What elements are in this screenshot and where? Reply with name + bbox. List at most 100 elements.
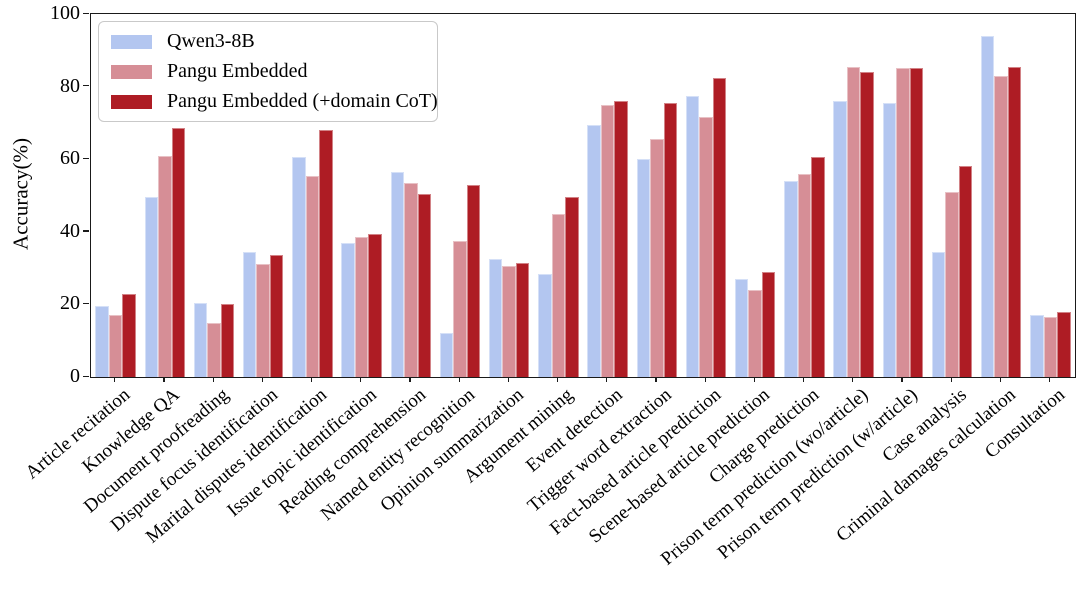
bar bbox=[453, 240, 467, 377]
x-axis-tick bbox=[852, 377, 854, 382]
bar bbox=[896, 68, 910, 377]
bar bbox=[256, 264, 270, 377]
x-axis-tick bbox=[753, 377, 755, 382]
legend-swatch bbox=[111, 64, 152, 79]
y-axis-tick bbox=[83, 375, 89, 377]
y-tick-label: 60 bbox=[60, 147, 80, 170]
bar bbox=[650, 139, 664, 377]
legend-label: Qwen3-8B bbox=[167, 30, 255, 52]
bar bbox=[269, 255, 284, 377]
bar bbox=[466, 184, 481, 377]
bar bbox=[95, 306, 109, 377]
bar bbox=[735, 279, 749, 377]
x-axis-tick bbox=[704, 377, 706, 382]
bar bbox=[354, 237, 369, 377]
x-axis-tick bbox=[556, 377, 559, 382]
y-axis-tick bbox=[83, 230, 89, 232]
bar bbox=[811, 157, 825, 377]
bar bbox=[587, 124, 601, 377]
legend-row: Pangu Embedded bbox=[111, 60, 425, 83]
legend-swatch bbox=[111, 34, 152, 49]
legend-row: Pangu Embedded (+domain CoT) bbox=[111, 90, 438, 113]
x-axis-tick bbox=[310, 377, 313, 382]
bar bbox=[797, 173, 812, 377]
bar bbox=[945, 191, 959, 377]
bar bbox=[614, 101, 628, 377]
bar bbox=[122, 293, 136, 377]
bar bbox=[685, 95, 700, 377]
legend: Qwen3-8B Pangu Embedded Pangu Embedded (+d… bbox=[98, 21, 438, 122]
bar bbox=[663, 102, 677, 377]
bar bbox=[882, 102, 897, 377]
bar bbox=[193, 302, 208, 377]
bar bbox=[958, 166, 973, 377]
bar bbox=[108, 315, 123, 377]
bar bbox=[784, 180, 798, 377]
bar bbox=[417, 193, 431, 377]
bar bbox=[144, 197, 159, 377]
bar bbox=[833, 101, 847, 377]
bar bbox=[909, 68, 923, 377]
bar bbox=[699, 117, 713, 377]
legend-label: Pangu Embedded (+domain CoT) bbox=[167, 90, 438, 112]
x-axis-tick bbox=[655, 377, 657, 382]
bar bbox=[489, 259, 503, 377]
y-tick-label: 0 bbox=[70, 365, 80, 387]
bar bbox=[515, 262, 530, 377]
bar bbox=[292, 157, 306, 377]
bar bbox=[1043, 317, 1058, 377]
bar bbox=[846, 66, 861, 377]
x-axis-tick bbox=[261, 377, 263, 382]
bar bbox=[207, 322, 221, 377]
y-tick-label: 80 bbox=[60, 74, 80, 97]
bar bbox=[981, 35, 995, 377]
bar bbox=[319, 130, 333, 377]
bar bbox=[538, 273, 552, 377]
bar bbox=[1007, 66, 1022, 377]
x-axis-tick bbox=[901, 377, 903, 382]
bar bbox=[439, 333, 454, 377]
y-axis-tick bbox=[83, 85, 89, 87]
y-tick-label: 20 bbox=[60, 292, 80, 315]
x-axis-tick bbox=[1048, 377, 1051, 382]
plot-area bbox=[90, 13, 1076, 378]
bar bbox=[502, 266, 516, 377]
bar bbox=[636, 159, 651, 377]
x-axis-tick bbox=[458, 377, 460, 382]
y-tick-label: 100 bbox=[50, 2, 80, 24]
x-axis-tick bbox=[507, 377, 509, 382]
bar bbox=[404, 182, 418, 377]
bar bbox=[931, 251, 946, 377]
x-axis-tick bbox=[360, 377, 362, 382]
bar bbox=[761, 271, 776, 377]
bar bbox=[171, 128, 185, 377]
y-axis-tick bbox=[83, 302, 89, 305]
x-axis-tick bbox=[163, 377, 165, 382]
bar bbox=[600, 104, 615, 377]
bar bbox=[220, 304, 235, 377]
bar bbox=[712, 77, 727, 377]
bar bbox=[341, 242, 355, 377]
bar bbox=[1030, 315, 1044, 377]
legend-label: Pangu Embedded bbox=[167, 60, 308, 82]
y-axis-tick bbox=[83, 157, 89, 159]
bar bbox=[390, 171, 405, 377]
x-axis-tick bbox=[606, 377, 608, 382]
bar bbox=[565, 197, 579, 377]
bar bbox=[368, 233, 382, 377]
bar bbox=[551, 213, 566, 377]
legend-swatch bbox=[111, 94, 152, 109]
bar bbox=[860, 72, 874, 377]
bar bbox=[748, 289, 762, 377]
x-axis-tick bbox=[950, 377, 952, 382]
y-axis-tick bbox=[83, 12, 89, 14]
x-axis-tick bbox=[114, 377, 116, 382]
y-tick-label: 40 bbox=[60, 219, 80, 242]
legend-row: Qwen3-8B bbox=[111, 30, 425, 53]
x-axis-tick bbox=[212, 377, 214, 382]
bar bbox=[1057, 311, 1071, 377]
bar bbox=[158, 155, 172, 377]
x-axis-tick bbox=[802, 377, 805, 382]
x-axis-tick bbox=[999, 377, 1001, 382]
